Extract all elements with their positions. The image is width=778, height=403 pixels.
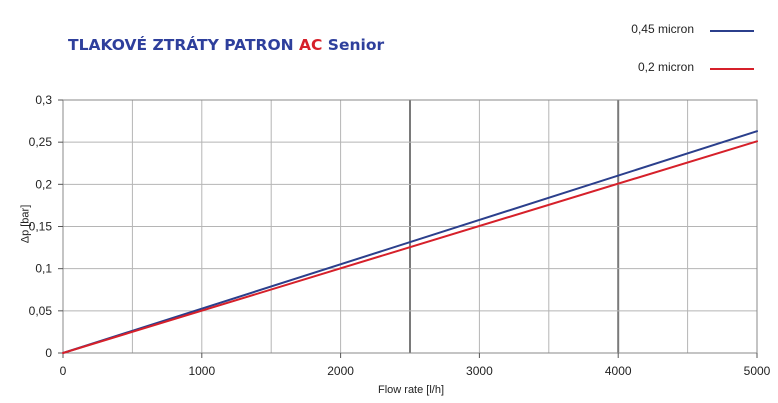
y-tick-label: 0,1 [35, 262, 52, 276]
legend-label-045: 0,45 micron [631, 22, 694, 36]
x-tick-label: 0 [60, 364, 67, 378]
title-accent: AC [299, 36, 323, 54]
x-axis-label: Flow rate [l/h] [378, 384, 445, 396]
y-tick-label: 0,3 [35, 93, 52, 107]
legend-swatch-02 [710, 68, 754, 70]
title-part-1: TLAKOVÉ ZTRÁTY PATRON [68, 36, 300, 54]
y-tick-label: 0,2 [35, 177, 52, 191]
y-tick-label: 0 [45, 346, 52, 360]
chart-title: TLAKOVÉ ZTRÁTY PATRON AC Senior [68, 36, 384, 54]
legend-item-02: 0,2 micron [560, 60, 756, 76]
title-part-2: Senior [322, 36, 385, 54]
series-line-1 [62, 140, 758, 354]
x-tick-label: 5000 [744, 364, 771, 378]
x-tick-label: 4000 [605, 364, 632, 378]
x-tick-label: 2000 [327, 364, 354, 378]
legend-item-045: 0,45 micron [560, 22, 756, 38]
x-tick-label: 1000 [188, 364, 215, 378]
x-tick-label: 3000 [466, 364, 493, 378]
legend-label-02: 0,2 micron [637, 60, 694, 74]
y-tick-label: 0,05 [29, 304, 53, 318]
y-tick-label: 0,15 [29, 220, 53, 234]
y-axis-label: Δp [bar] [19, 204, 32, 244]
legend-swatch-045 [710, 30, 754, 32]
series-line-0 [62, 130, 758, 354]
y-tick-label: 0,25 [29, 135, 53, 149]
